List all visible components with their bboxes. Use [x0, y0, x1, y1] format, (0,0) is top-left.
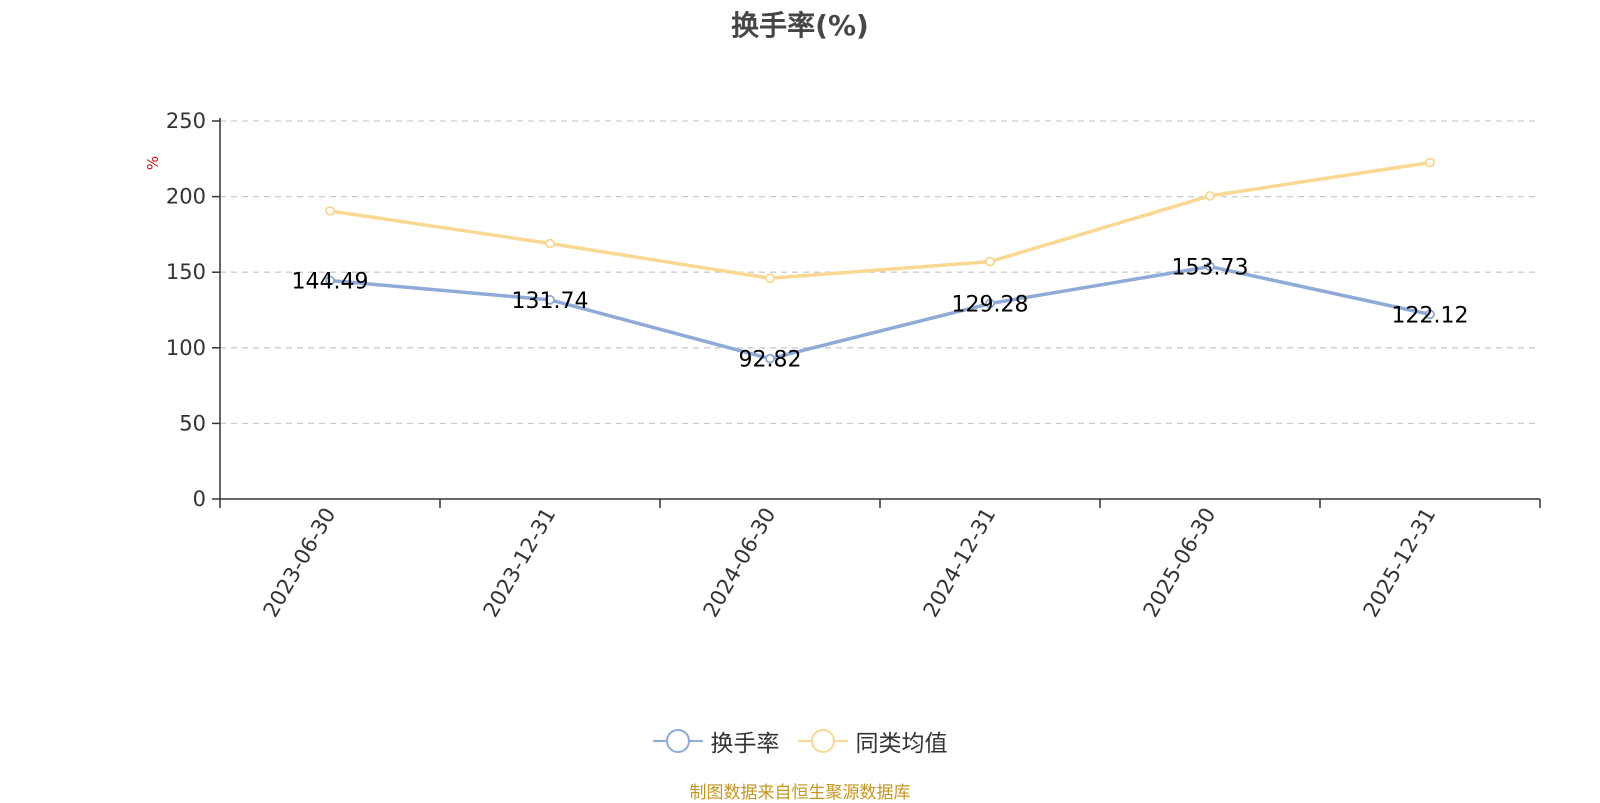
y-tick-label: 250 — [166, 109, 206, 133]
legend-peer-average-label: 同类均值 — [855, 731, 948, 757]
grid-lines — [220, 120, 1540, 425]
peer-average-point[interactable] — [1205, 190, 1215, 201]
axes: 0 50 100 150 200 250 2023-06-30 2023-12-31 2024-… — [166, 109, 1541, 622]
turnover-point[interactable] — [545, 294, 555, 305]
legend-turnover-marker-icon — [652, 729, 703, 753]
legend-turnover-label: 换手率 — [710, 731, 780, 757]
peer-average-point[interactable] — [765, 273, 775, 284]
peer-average-point[interactable] — [1425, 157, 1435, 168]
x-tick-label: 2024-06-30 — [699, 504, 781, 622]
turnover-point[interactable] — [325, 275, 335, 286]
series-turnover-line — [329, 264, 1431, 361]
data-label: 92.82 — [739, 348, 802, 373]
chart-title: 换手率(%) — [731, 9, 869, 42]
data-label: 122.12 — [1392, 303, 1469, 328]
turnover-point[interactable] — [1205, 261, 1215, 272]
x-tick-label: 2023-06-30 — [259, 504, 341, 622]
legend: 换手率 同类均值 — [0, 724, 1600, 758]
y-tick-label: 0 — [193, 487, 206, 511]
y-tick-label: 200 — [166, 185, 206, 209]
peer-average-point[interactable] — [985, 256, 995, 267]
turnover-point[interactable] — [765, 353, 775, 364]
series-peer-average-line — [329, 160, 1431, 280]
x-tick-label: 2024-12-31 — [919, 504, 1001, 622]
data-label: 153.73 — [1172, 256, 1249, 281]
legend-peer-average-marker-icon — [797, 729, 848, 753]
data-label: 144.49 — [292, 270, 369, 295]
y-tick-label: 50 — [179, 411, 206, 435]
source-note: 制图数据来自恒生聚源数据库 — [689, 783, 911, 803]
x-tick-label: 2025-12-31 — [1359, 504, 1441, 622]
x-tick-label: 2025-06-30 — [1139, 504, 1221, 622]
y-tick-label: 100 — [166, 336, 206, 360]
data-labels: 144.49 131.74 92.82 129.28 153.73 122.12 — [292, 256, 1469, 373]
series — [325, 157, 1435, 364]
turnover-point[interactable] — [985, 298, 995, 309]
peer-average-point[interactable] — [325, 206, 335, 216]
legend-item-turnover[interactable]: 换手率 — [652, 724, 780, 758]
data-label: 131.74 — [512, 289, 589, 314]
peer-average-point[interactable] — [545, 238, 555, 249]
turnover-point[interactable] — [1425, 309, 1435, 320]
y-tick-label: 150 — [166, 260, 206, 284]
data-label: 129.28 — [952, 293, 1029, 318]
y-axis-unit-label: % — [144, 156, 162, 170]
x-tick-label: 2023-12-31 — [479, 504, 561, 622]
legend-item-peer-average[interactable]: 同类均值 — [797, 724, 948, 758]
